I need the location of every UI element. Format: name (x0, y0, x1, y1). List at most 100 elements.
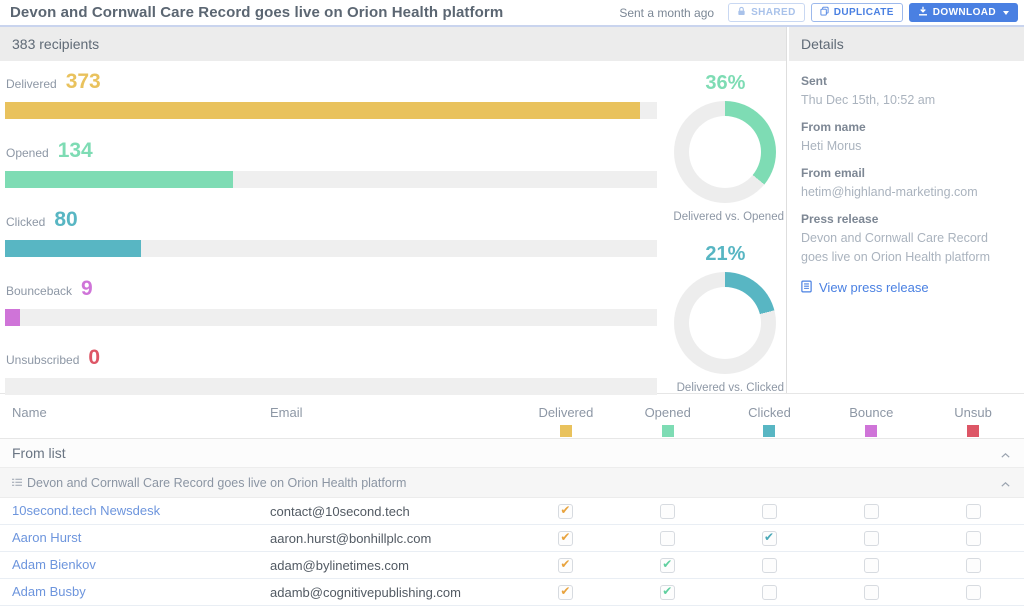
stat-group: Bounceback 9 (5, 277, 657, 326)
top-bar: Devon and Cornwall Care Record goes live… (0, 0, 1024, 27)
shared-button-label: SHARED (751, 7, 796, 18)
stat-group: Opened 134 (5, 139, 657, 188)
lock-icon (737, 6, 746, 19)
checkbox-delivered[interactable]: ✔ (558, 530, 574, 546)
column-header-clicked: Clicked (719, 405, 821, 438)
stat-bar-track (5, 171, 657, 188)
column-swatch-clicked (763, 425, 776, 437)
checkbox-opened[interactable] (660, 530, 676, 546)
checkbox-clicked[interactable]: ✔ (761, 529, 777, 546)
detail-from-name-label: From name (801, 120, 866, 135)
subgroup-row-label: Devon and Cornwall Care Record goes live… (27, 475, 407, 490)
table-header-row: Name Email Delivered Opened Clicked Bounce Uns… (0, 394, 1024, 438)
recipient-name-link[interactable]: Adam Busby (12, 584, 86, 599)
checkbox-opened[interactable]: ✔ (660, 584, 676, 600)
column-header-bounce: Bounce (820, 405, 922, 438)
stat-group: Unsubscribed 0 (5, 346, 657, 395)
detail-from-name: From name Heti Morus (801, 120, 1010, 155)
stat-bar-fill (5, 240, 142, 257)
list-icon (12, 476, 22, 490)
donut-chart: 21% Delivered vs. Clicked (665, 243, 786, 394)
column-swatch-bounce (865, 425, 878, 437)
donut-hole (689, 116, 762, 188)
stat-value: 134 (57, 139, 93, 162)
copy-icon (820, 6, 829, 19)
download-button-label: DOWNLOAD (932, 7, 996, 18)
column-header-unsub: Unsub (922, 405, 1024, 438)
subgroup-row-press-release[interactable]: Devon and Cornwall Care Record goes live… (0, 468, 1024, 498)
view-press-release-label: View press release (819, 280, 929, 296)
stat-value: 373 (65, 70, 101, 93)
checkbox-bounce[interactable] (863, 530, 879, 546)
donut-ring (674, 101, 777, 203)
recipient-name-link[interactable]: Adam Bienkov (12, 557, 96, 572)
stat-value: 80 (54, 208, 78, 231)
checkbox-opened[interactable] (660, 503, 676, 519)
check-mark-icon: ✔ (560, 583, 571, 598)
checkbox-unsub[interactable] (965, 584, 981, 600)
group-row-from-list[interactable]: From list (0, 438, 1024, 468)
download-icon (918, 6, 928, 19)
stat-group: Clicked 80 (5, 208, 657, 257)
checkbox-clicked[interactable] (761, 503, 777, 519)
stat-bar-fill (5, 171, 234, 188)
column-swatch-delivered (559, 425, 572, 437)
chevron-up-icon (1001, 445, 1010, 461)
stat-value: 0 (88, 346, 101, 369)
recipient-name-link[interactable]: Aaron Hurst (12, 530, 82, 545)
recipient-email: contact@10second.tech (270, 503, 410, 519)
details-header: Details (789, 27, 1024, 61)
report-overview: 383 recipients Delivered 373 Opened 134 … (0, 27, 1024, 395)
table-body: 10second.tech Newsdesk contact@10second.… (0, 498, 1024, 606)
table-row: Adam Busby adamb@cognitivepublishing.com… (0, 579, 1024, 606)
page-title: Devon and Cornwall Care Record goes live… (10, 4, 504, 21)
detail-from-name-value: Heti Morus (801, 139, 862, 154)
donut-hole (689, 287, 762, 359)
download-button[interactable]: DOWNLOAD (908, 3, 1018, 22)
details-body: Sent Thu Dec 15th, 10:52 am From name He… (787, 61, 1024, 296)
recipients-header: 383 recipients (0, 27, 786, 61)
column-header-email: Email (270, 405, 303, 420)
recipients-table: Name Email Delivered Opened Clicked Bounce Uns… (0, 394, 1024, 606)
stats-area: Delivered 373 Opened 134 Clicked 80 Boun… (0, 61, 786, 415)
checkbox-delivered[interactable]: ✔ (558, 583, 574, 600)
check-mark-icon: ✔ (763, 529, 775, 544)
checkbox-unsub[interactable] (965, 503, 981, 519)
checkbox-bounce[interactable] (863, 503, 879, 519)
checkbox-bounce[interactable] (863, 584, 879, 600)
detail-sent-label: Sent (801, 74, 828, 88)
checkbox-clicked[interactable] (761, 557, 777, 573)
detail-sent: Sent Thu Dec 15th, 10:52 am (801, 74, 1010, 109)
column-swatch-unsub (967, 425, 980, 437)
checkbox-unsub[interactable] (965, 530, 981, 546)
document-icon (801, 280, 812, 296)
duplicate-button[interactable]: DUPLICATE (810, 3, 903, 22)
caret-down-icon (1003, 10, 1009, 15)
stat-group: Delivered 373 (5, 70, 657, 119)
stat-value: 9 (81, 277, 93, 300)
shared-button[interactable]: SHARED (728, 3, 805, 22)
check-mark-icon: ✔ (560, 502, 571, 517)
detail-sent-value: Thu Dec 15th, 10:52 am (801, 93, 936, 107)
checkbox-bounce[interactable] (863, 557, 879, 573)
column-header-delivered: Delivered (515, 405, 617, 438)
details-panel: Details Sent Thu Dec 15th, 10:52 am From… (787, 27, 1024, 393)
checkbox-clicked[interactable] (761, 584, 777, 600)
recipient-name-link[interactable]: 10second.tech Newsdesk (12, 503, 161, 518)
sent-ago-text: Sent a month ago (619, 5, 715, 20)
donut-charts: 36% Delivered vs. Opened 21% Delivered v… (665, 70, 786, 415)
table-row: Adam Bienkov adam@bylinetimes.com ✔ ✔ (0, 552, 1024, 579)
detail-press-release-value: Devon and Cornwall Care Record goes live… (801, 231, 990, 264)
recipient-email: adam@bylinetimes.com (270, 557, 409, 573)
table-row: Aaron Hurst aaron.hurst@bonhillplc.com ✔… (0, 525, 1024, 552)
detail-from-email-label: From email (801, 166, 866, 181)
checkbox-delivered[interactable]: ✔ (558, 557, 574, 573)
view-press-release-link[interactable]: View press release (801, 280, 1010, 296)
checkbox-delivered[interactable]: ✔ (558, 502, 574, 519)
detail-from-email-value: hetim@highland-marketing.com (801, 185, 978, 200)
checkbox-unsub[interactable] (965, 557, 981, 573)
recipient-email: adamb@cognitivepublishing.com (270, 584, 461, 600)
checkbox-opened[interactable]: ✔ (660, 557, 676, 573)
stat-label: Delivered (6, 77, 57, 91)
stat-bar-track (5, 240, 657, 257)
